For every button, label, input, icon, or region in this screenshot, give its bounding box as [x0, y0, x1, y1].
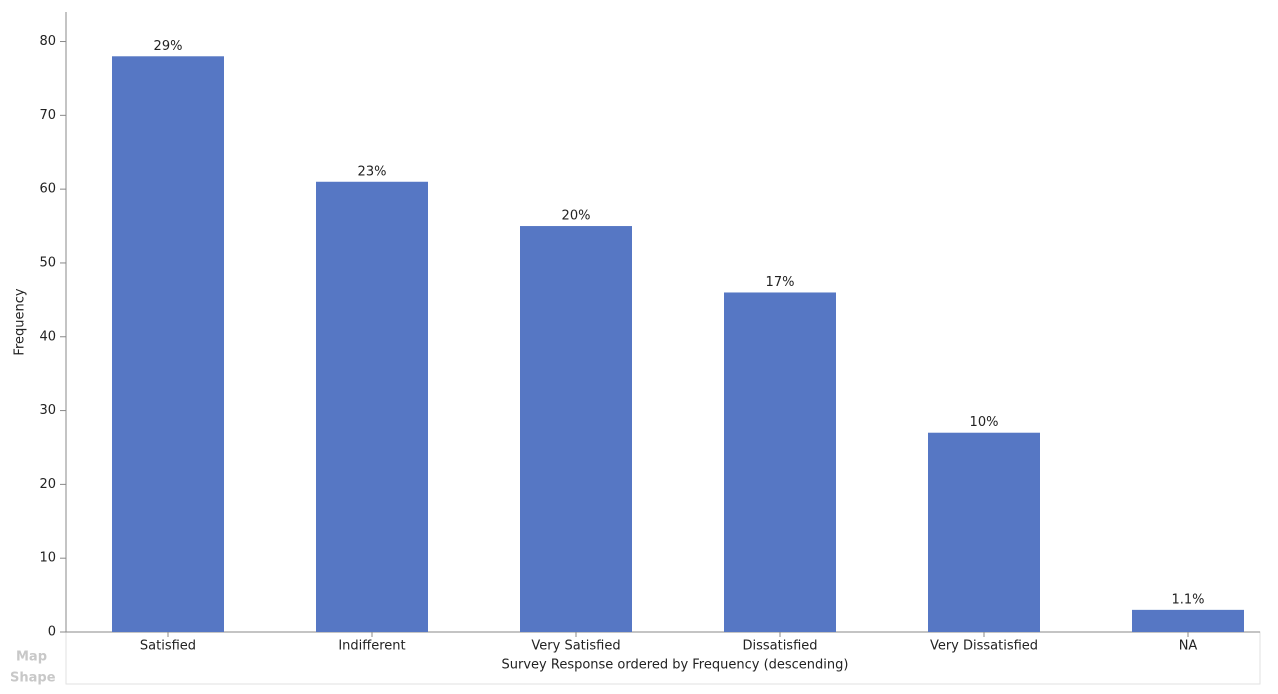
y-tick-label: 80 — [39, 34, 56, 49]
y-tick-label: 40 — [39, 329, 56, 344]
x-tick-label: Satisfied — [140, 639, 196, 654]
x-tick-label: Very Satisfied — [531, 639, 620, 654]
x-tick-label: Very Dissatisfied — [930, 639, 1038, 654]
data-label: 10% — [970, 415, 999, 430]
y-tick-label: 0 — [48, 625, 56, 640]
y-axis-title: Frequency — [13, 288, 28, 355]
y-tick-label: 30 — [39, 403, 56, 418]
bar — [316, 181, 428, 632]
y-tick-label: 10 — [39, 551, 56, 566]
data-label: 20% — [562, 209, 591, 224]
y-tick-label: 70 — [39, 108, 56, 123]
y-tick-label: 50 — [39, 255, 56, 270]
bar — [520, 226, 632, 633]
bar — [928, 432, 1040, 632]
data-label: 17% — [766, 275, 795, 290]
background-label: Map — [16, 650, 47, 665]
x-tick-label: NA — [1179, 639, 1198, 654]
x-axis-title: Survey Response ordered by Frequency (de… — [502, 658, 849, 673]
data-label: 29% — [154, 39, 183, 54]
x-tick-label: Dissatisfied — [742, 639, 817, 654]
bar — [112, 56, 224, 633]
bar — [1132, 609, 1244, 632]
x-tick-label: Indifferent — [338, 639, 405, 654]
bar — [724, 292, 836, 632]
data-label: 23% — [358, 164, 387, 179]
data-label: 1.1% — [1171, 592, 1204, 607]
background-label: Shape — [10, 671, 56, 686]
y-tick-label: 60 — [39, 182, 56, 197]
y-tick-label: 20 — [39, 477, 56, 492]
